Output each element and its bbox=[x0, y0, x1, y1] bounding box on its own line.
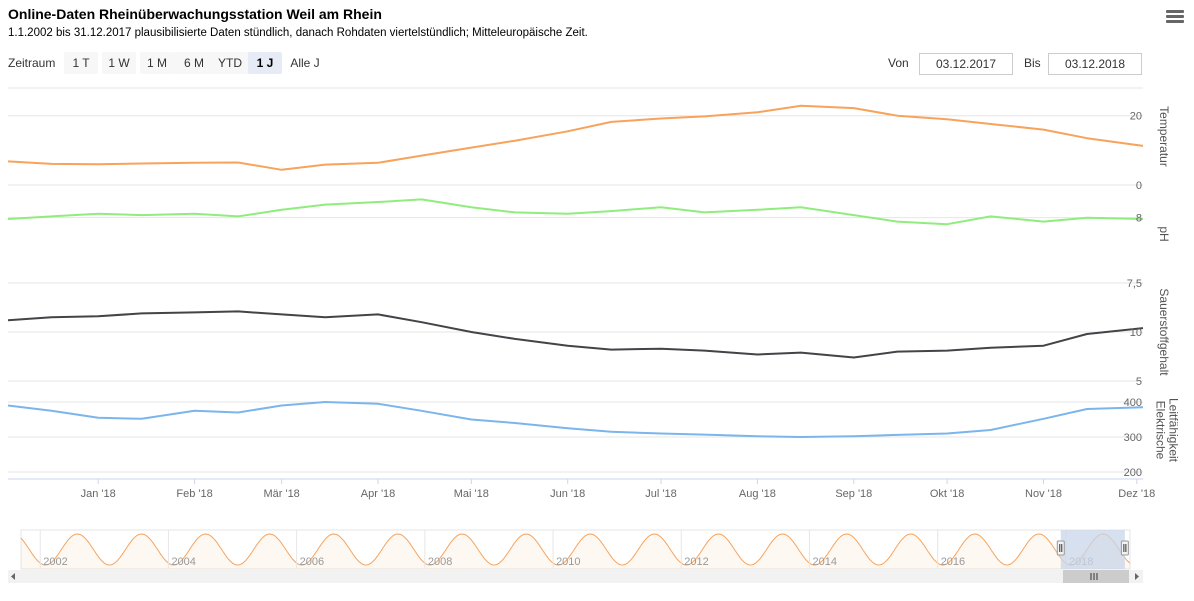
navigator-tick-label: 2014 bbox=[812, 556, 836, 568]
y-axis-title: Leitfähigkeit bbox=[1167, 398, 1181, 463]
y-tick-label: 0 bbox=[1136, 180, 1142, 192]
x-tick-label: Aug '18 bbox=[739, 488, 776, 500]
y-tick-label: 5 bbox=[1136, 376, 1142, 388]
label-layer: 0 20 Temperatur 7,5 8 pH 5 10 Sauerstoffgehalt 20… bbox=[81, 106, 1181, 500]
to-date-input[interactable] bbox=[1048, 53, 1142, 75]
y-tick-label: 20 bbox=[1130, 111, 1142, 123]
navigator-tick-label: 2010 bbox=[556, 556, 580, 568]
navigator-area bbox=[21, 534, 1130, 569]
x-tick-label: Jan '18 bbox=[81, 488, 116, 500]
menu-icon[interactable] bbox=[1166, 10, 1184, 26]
grid-layer bbox=[8, 87, 1143, 484]
page-subtitle: 1.1.2002 bis 31.12.2017 plausibilisierte… bbox=[8, 27, 588, 39]
x-tick-label: Apr '18 bbox=[361, 488, 396, 500]
y-axis-title: Elektrische bbox=[1154, 401, 1168, 460]
scroll-left-arrow[interactable] bbox=[11, 573, 15, 580]
x-tick-label: Jun '18 bbox=[550, 488, 585, 500]
y-axis-title: Sauerstoffgehalt bbox=[1157, 288, 1171, 376]
navigator-handle-right[interactable] bbox=[1120, 540, 1129, 556]
navigator-tick-label: 2004 bbox=[171, 556, 195, 568]
y-tick-label: 200 bbox=[1124, 467, 1142, 479]
x-tick-label: Dez '18 bbox=[1118, 488, 1155, 500]
navigator: 200220042006200820102012201420162018 bbox=[8, 529, 1143, 583]
range-button-1m[interactable]: 1 M bbox=[140, 52, 174, 74]
range-button-1t[interactable]: 1 T bbox=[64, 52, 98, 74]
series-line-temperature bbox=[7, 104, 1144, 171]
x-tick-label: Sep '18 bbox=[835, 488, 872, 500]
y-axis-title: Temperatur bbox=[1157, 106, 1171, 167]
page-title: Online-Daten Rheinüberwachungsstation We… bbox=[8, 6, 382, 22]
navigator-tick-label: 2002 bbox=[43, 556, 67, 568]
navigator-tick-label: 2008 bbox=[428, 556, 452, 568]
x-tick-label: Nov '18 bbox=[1025, 488, 1062, 500]
y-tick-label: 10 bbox=[1130, 327, 1142, 339]
y-tick-label: 300 bbox=[1124, 432, 1142, 444]
navigator-tick-label: 2012 bbox=[684, 556, 708, 568]
from-date-label: Von bbox=[888, 56, 909, 70]
y-axis-title: pH bbox=[1157, 226, 1171, 241]
navigator-tick-label: 2016 bbox=[941, 556, 965, 568]
range-button-1w[interactable]: 1 W bbox=[102, 52, 136, 74]
y-tick-label: 400 bbox=[1124, 397, 1142, 409]
scrollbar-thumb[interactable] bbox=[1063, 570, 1129, 583]
from-date-input[interactable] bbox=[919, 53, 1013, 75]
x-tick-label: Mär '18 bbox=[263, 488, 299, 500]
series-layer bbox=[7, 104, 1144, 438]
x-tick-label: Jul '18 bbox=[645, 488, 676, 500]
navigator-background bbox=[20, 529, 1131, 570]
range-button-6m[interactable]: 6 M bbox=[174, 52, 214, 74]
range-button-ytd[interactable]: YTD bbox=[210, 52, 250, 74]
range-selector-label: Zeitraum bbox=[8, 56, 56, 70]
series-line-conductivity bbox=[7, 401, 1144, 438]
navigator-handle-left[interactable] bbox=[1056, 540, 1065, 556]
range-button-alle-j[interactable]: Alle J bbox=[290, 56, 320, 70]
series-line-oxygen bbox=[7, 310, 1144, 359]
navigator-selected-range bbox=[1060, 530, 1125, 569]
scroll-right-arrow[interactable] bbox=[1135, 573, 1139, 580]
y-tick-label: 7,5 bbox=[1127, 278, 1142, 290]
y-tick-label: 8 bbox=[1136, 213, 1142, 225]
navigator-tick-label: 2006 bbox=[300, 556, 324, 568]
scrollbar-track bbox=[8, 570, 1143, 583]
to-date-label: Bis bbox=[1024, 56, 1041, 70]
x-tick-label: Feb '18 bbox=[176, 488, 212, 500]
navigator-line bbox=[20, 533, 1131, 566]
range-button-1j[interactable]: 1 J bbox=[248, 52, 282, 74]
x-tick-label: Mai '18 bbox=[454, 488, 489, 500]
series-line-ph bbox=[7, 198, 1144, 226]
x-tick-label: Okt '18 bbox=[930, 488, 965, 500]
